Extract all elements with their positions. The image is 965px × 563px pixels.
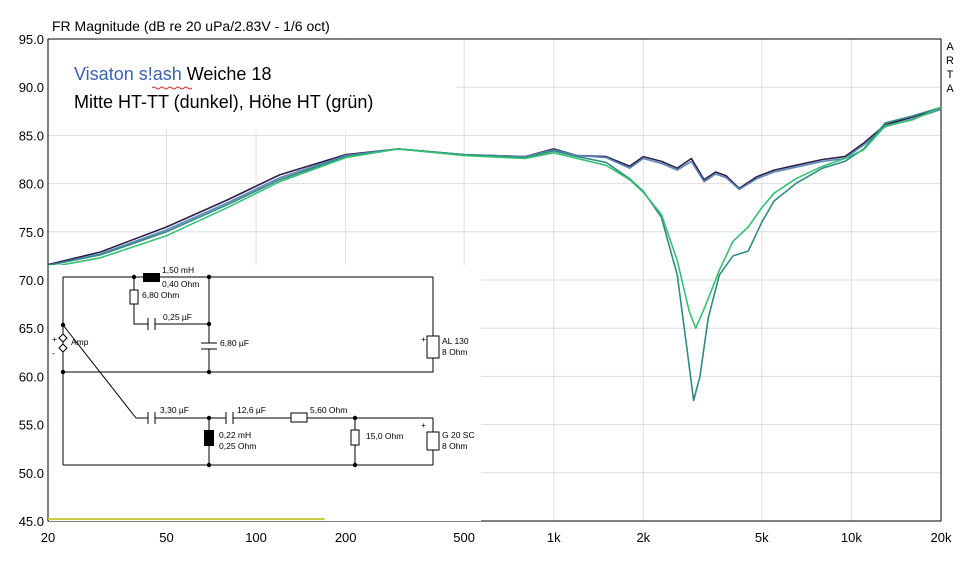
input-plus-label: + bbox=[52, 334, 57, 344]
annotation-line-1: Visaton s!ash Weiche 18 bbox=[74, 64, 271, 84]
tweeter-series-resistor-label: 5,60 Ohm bbox=[310, 405, 347, 415]
mid-series-cap-label: 0,25 µF bbox=[163, 312, 192, 322]
x-tick-label: 50 bbox=[159, 530, 173, 545]
x-tick-label: 200 bbox=[335, 530, 357, 545]
y-tick-label: 75.0 bbox=[19, 225, 44, 240]
side-label-letter: T bbox=[947, 69, 954, 81]
series-line-3 bbox=[47, 106, 942, 402]
series-line-4 bbox=[47, 106, 942, 329]
y-tick-label: 85.0 bbox=[19, 128, 44, 143]
annotation-box bbox=[49, 40, 456, 130]
y-tick-label: 90.0 bbox=[19, 80, 44, 95]
x-tick-label: 20 bbox=[41, 530, 55, 545]
y-tick-label: 95.0 bbox=[19, 32, 44, 47]
tweeter-inductor-resistance: 0,25 Ohm bbox=[219, 441, 256, 451]
side-label-letter: R bbox=[946, 55, 954, 67]
tweeter-inductor-value: 0,22 mH bbox=[219, 430, 251, 440]
y-tick-label: 50.0 bbox=[19, 466, 44, 481]
side-label-letter: A bbox=[946, 83, 954, 95]
y-tick-label: 80.0 bbox=[19, 177, 44, 192]
x-tick-label: 1k bbox=[547, 530, 561, 545]
y-tick-label: 60.0 bbox=[19, 369, 44, 384]
series-group bbox=[47, 106, 942, 402]
y-tick-label: 65.0 bbox=[19, 321, 44, 336]
x-tick-label: 20k bbox=[931, 530, 952, 545]
series-line-1 bbox=[47, 107, 942, 266]
y-tick-label: 70.0 bbox=[19, 273, 44, 288]
amp-label: Amp bbox=[71, 337, 89, 347]
mid-driver-name: AL 130 bbox=[442, 336, 469, 346]
y-tick-label: 55.0 bbox=[19, 418, 44, 433]
tweeter-cap1-label: 3,30 µF bbox=[160, 405, 189, 415]
svg-text:+: + bbox=[421, 334, 426, 344]
annotation-brand: Visaton s!ash bbox=[74, 64, 182, 84]
x-tick-label: 100 bbox=[245, 530, 267, 545]
spellcheck-underline bbox=[151, 86, 193, 90]
svg-text:+: + bbox=[421, 420, 426, 430]
x-tick-label: 500 bbox=[453, 530, 475, 545]
mid-driver-impedance: 8 Ohm bbox=[442, 347, 468, 357]
tweeter-cap2-label: 12,6 µF bbox=[237, 405, 266, 415]
annotation-title-rest: Weiche 18 bbox=[182, 64, 272, 84]
x-tick-label: 5k bbox=[755, 530, 769, 545]
x-tick-label: 2k bbox=[636, 530, 650, 545]
tweeter-driver-name: G 20 SC bbox=[442, 430, 475, 440]
y-tick-labels: 45.0 50.0 55.0 60.0 65.0 70.0 75.0 80.0 85.0 90.0… bbox=[19, 32, 44, 529]
y-tick-label: 45.0 bbox=[19, 514, 44, 529]
mid-shunt-cap-label: 6,80 µF bbox=[220, 338, 249, 348]
crossover-schematic: + - Amp 1,50 mH 0,40 Ohm 6,80 Ohm 0,25 µ… bbox=[49, 265, 481, 521]
tweeter-driver-impedance: 8 Ohm bbox=[442, 441, 468, 451]
mid-resistor-label: 6,80 Ohm bbox=[142, 290, 179, 300]
mid-inductor-value: 1,50 mH bbox=[162, 265, 194, 275]
chart-title: FR Magnitude (dB re 20 uPa/2.83V - 1/6 o… bbox=[52, 18, 330, 34]
input-minus-label: - bbox=[52, 348, 55, 358]
series-line-2 bbox=[47, 108, 942, 267]
schematic-background bbox=[49, 265, 481, 521]
annotation-line-2: Mitte HT-TT (dunkel), Höhe HT (grün) bbox=[74, 92, 373, 112]
x-tick-labels: 20 50 100 200 500 1k 2k 5k 10k 20k bbox=[41, 530, 952, 545]
mid-inductor-resistance: 0,40 Ohm bbox=[162, 279, 199, 289]
side-label-letter: A bbox=[946, 41, 954, 53]
tweeter-shunt-resistor-label: 15,0 Ohm bbox=[366, 431, 403, 441]
plot-frame bbox=[47, 38, 942, 522]
x-tick-label: 10k bbox=[841, 530, 862, 545]
